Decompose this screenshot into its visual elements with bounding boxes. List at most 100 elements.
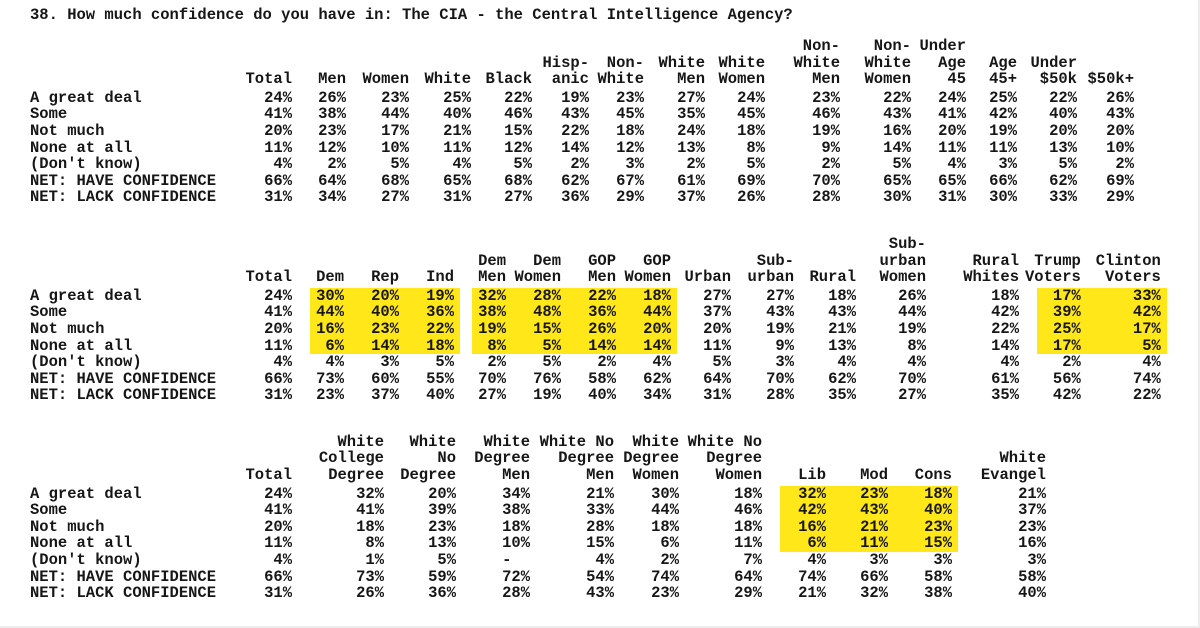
table-cell-highlighted: 22%	[567, 288, 622, 305]
table-cell: 20%	[264, 517, 292, 536]
table-cell: 4%	[907, 353, 926, 372]
table-cell: 25%	[443, 88, 471, 107]
table-cell: 2%	[1115, 155, 1134, 174]
table-cell: 27%	[504, 188, 532, 207]
table-cell: 24%	[264, 286, 292, 305]
table-cell-highlighted: 18%	[622, 288, 677, 305]
table-cell: 30%	[651, 484, 679, 503]
table-cell: 45%	[616, 105, 644, 124]
table-row: (Don't know) 4% 1% 5% - 4% 2% 7% 4% 3% 3% 3%	[30, 552, 1052, 569]
table-cell: 15%	[504, 121, 532, 140]
table-row: Some 41% 41% 39% 38% 33% 44% 46% 42% 43% 40% 37%	[30, 502, 1052, 519]
table-cell: 5%	[746, 155, 765, 174]
table-cell-highlighted: 32%	[768, 486, 832, 503]
table-cell-highlighted: 15%	[894, 535, 958, 553]
table-cell: 5%	[892, 155, 911, 174]
table-cell: 18%	[356, 517, 384, 536]
header-row: Total Men Women White Black Hisp- anic Non- Wh…	[30, 38, 1140, 90]
table-cell-highlighted: 43%	[832, 502, 894, 519]
table-cell: 7%	[743, 551, 762, 570]
table-cell: 2%	[821, 155, 840, 174]
table-cell: 62%	[561, 171, 589, 190]
table-cell: 4%	[595, 551, 614, 570]
table-cell: 34%	[502, 484, 530, 503]
table-cell: 69%	[737, 171, 765, 190]
table-cell: 21%	[443, 121, 471, 140]
table-cell: 30%	[989, 188, 1017, 207]
table-cell: 19%	[766, 319, 794, 338]
column-header: White Women	[718, 53, 765, 89]
row-label: NET: LACK CONFIDENCE	[30, 188, 217, 207]
table-cell: 12%	[616, 138, 644, 157]
table-cell: 27%	[478, 386, 506, 405]
table-cell: 4%	[273, 155, 292, 174]
table-cell: 26%	[1106, 88, 1134, 107]
table-cell: 43%	[766, 303, 794, 322]
column-header: Cons	[914, 466, 952, 485]
table-cell: 65%	[938, 171, 966, 190]
table-cell: 4%	[273, 551, 292, 570]
table-cell: 11%	[443, 138, 471, 157]
table-cell: 15%	[586, 534, 614, 553]
table-cell: 27%	[766, 286, 794, 305]
column-header: White Degree Women	[623, 432, 679, 485]
table-cell: 24%	[264, 484, 292, 503]
table-cell: 5%	[435, 353, 454, 372]
crosstab-table-politics-geography: Total Dem Rep Ind Dem Men Dem Women GOP Men GOP…	[30, 236, 1167, 404]
table-cell-highlighted: 14%	[567, 337, 622, 355]
table-cell: 27%	[677, 88, 705, 107]
table-row: NET: LACK CONFIDENCE 31% 23% 37% 40% 27% 19% 40…	[30, 387, 1167, 404]
table-cell: 23%	[318, 121, 346, 140]
table-cell: 16%	[1018, 534, 1046, 553]
table-cell: 2%	[597, 353, 616, 372]
table-cell-highlighted: 25%	[1025, 321, 1087, 338]
table-cell: 31%	[264, 188, 292, 207]
table-cell-highlighted: 38%	[460, 304, 512, 321]
table-cell: 11%	[734, 534, 762, 553]
table-cell: 3%	[1027, 551, 1046, 570]
column-header: Non- White Women	[864, 37, 911, 89]
row-label: NET: HAVE CONFIDENCE	[30, 369, 217, 388]
table-cell: 18%	[734, 517, 762, 536]
table-cell: 66%	[989, 171, 1017, 190]
question-title: 38. How much confidence do you have in: …	[30, 6, 793, 24]
column-header: Women	[362, 70, 409, 89]
table-cell-highlighted: 42%	[768, 502, 832, 519]
table-cell: 18%	[991, 286, 1019, 305]
table-cell-highlighted: 17%	[1086, 321, 1167, 338]
table-cell-highlighted: 36%	[567, 304, 622, 321]
table-cell: 32%	[356, 484, 384, 503]
table-cell: 23%	[651, 584, 679, 603]
table-cell: 22%	[1049, 88, 1077, 107]
table-row: A great deal 24% 26% 23% 25% 22% 19% 23% 27% 24% 2…	[30, 90, 1140, 107]
table-cell: 8%	[907, 336, 926, 355]
table-cell: 1%	[365, 551, 384, 570]
table-cell: 5%	[712, 353, 731, 372]
row-label: Some	[30, 303, 68, 322]
table-cell: 23%	[812, 88, 840, 107]
table-cell: 26%	[356, 584, 384, 603]
table-cell: 8%	[365, 534, 384, 553]
row-label: A great deal	[30, 484, 142, 503]
table-cell: 12%	[504, 138, 532, 157]
table-cell: 29%	[734, 584, 762, 603]
column-header: Age 45+	[989, 53, 1017, 89]
table-cell: 67%	[616, 171, 644, 190]
table-cell: 19%	[989, 121, 1017, 140]
table-cell-highlighted: 18%	[405, 337, 460, 355]
table-cell-highlighted: 48%	[512, 304, 567, 321]
table-cell: 22%	[1132, 386, 1161, 405]
table-cell-highlighted: 19%	[405, 288, 460, 305]
column-header: Dem Men	[478, 251, 506, 287]
table-cell: 2%	[660, 551, 679, 570]
table-cell: 72%	[502, 567, 530, 586]
row-label: NET: LACK CONFIDENCE	[30, 386, 217, 405]
table-cell: 43%	[883, 105, 911, 124]
table-row: Some 41% 44% 40% 36% 38% 48% 36% 44% 37% 43% 43% 44%…	[30, 304, 1167, 321]
table-cell: 5%	[1058, 155, 1077, 174]
table-cell: 37%	[1018, 501, 1046, 520]
table-cell-highlighted: 11%	[832, 535, 894, 553]
table-row: Not much 20% 18% 23% 18% 28% 18% 18% 16% 21% 23% 23…	[30, 519, 1052, 536]
column-header: White No Degree Men	[539, 432, 614, 485]
table-cell: 11%	[264, 138, 292, 157]
